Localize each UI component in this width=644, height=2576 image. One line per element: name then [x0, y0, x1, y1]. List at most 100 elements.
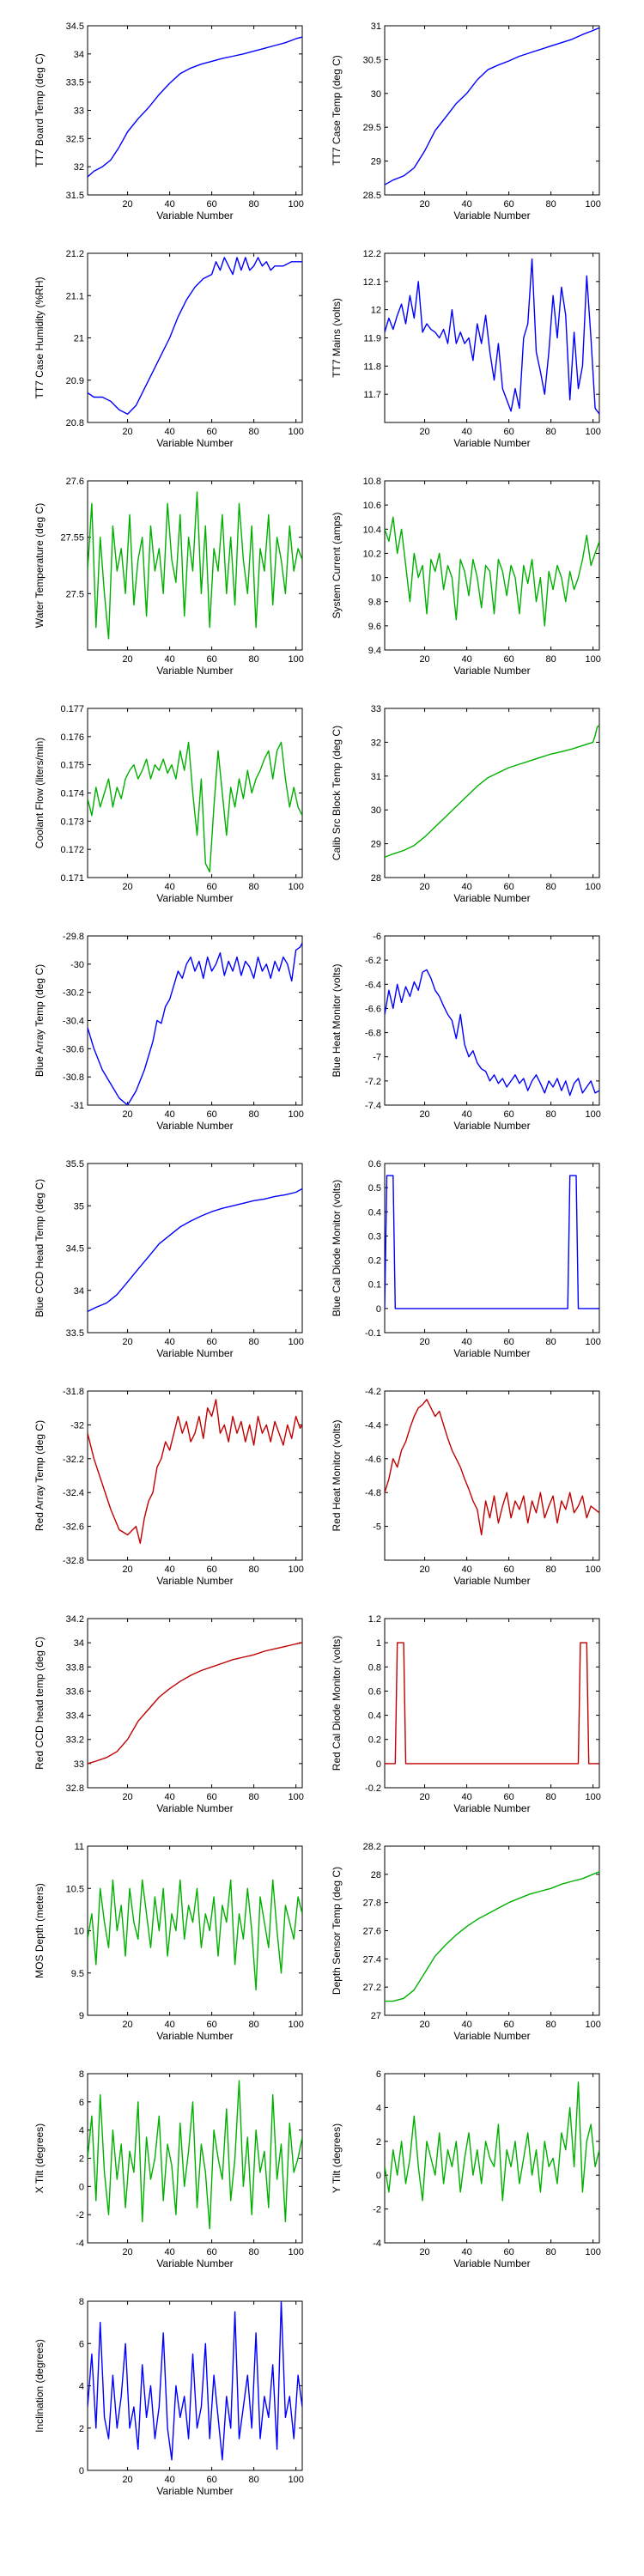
- y-tick-label: 34.2: [66, 1614, 84, 1625]
- y-tick-label: 2: [79, 2154, 84, 2165]
- y-tick-label: 11.8: [363, 361, 381, 372]
- x-tick-label: 60: [206, 882, 216, 892]
- chart-panel-3: 20 40 60 80 100 20.8 20.9 21 21.1 21.2 Variable Nu…: [33, 249, 304, 449]
- chart-panel-12: 20 40 60 80 100 -0.1 0 0.1 0.2 0.3 0.4 0.5 0.6 Variab…: [331, 1159, 601, 1359]
- x-tick-label: 20: [122, 199, 132, 210]
- x-tick-label: 40: [461, 2247, 471, 2257]
- y-axis-label: Inclination (degrees): [33, 2339, 46, 2433]
- x-tick-label: 100: [288, 1564, 303, 1575]
- y-tick-label: 34: [74, 1638, 84, 1649]
- x-tick-label: 100: [585, 1337, 600, 1347]
- plot-frame: [87, 935, 303, 1106]
- x-axis-label: Variable Number: [156, 665, 233, 677]
- y-tick-label: -31: [70, 1101, 84, 1111]
- x-tick-label: 100: [585, 2247, 600, 2257]
- x-tick-label: 80: [249, 1109, 259, 1120]
- y-tick-label: 8: [79, 2069, 84, 2080]
- y-tick-label: 1.2: [368, 1614, 381, 1625]
- x-tick-label: 40: [164, 1564, 174, 1575]
- series-line: [385, 725, 599, 859]
- x-tick-label: 20: [122, 1792, 132, 1802]
- y-tick-label: -32: [70, 1420, 84, 1431]
- y-tick-label: 8: [79, 2297, 84, 2307]
- y-tick-label: 33.8: [66, 1662, 84, 1673]
- x-tick-label: 60: [503, 1564, 513, 1575]
- y-tick-label: 9.8: [368, 598, 381, 608]
- x-axis-label: Variable Number: [156, 892, 233, 904]
- x-axis-label: Variable Number: [156, 437, 233, 449]
- x-tick-label: 80: [546, 1337, 556, 1347]
- y-tick-label: -7: [373, 1053, 381, 1063]
- x-tick-label: 40: [164, 2475, 174, 2485]
- y-tick-label: 0: [376, 1759, 381, 1770]
- x-tick-label: 100: [585, 1564, 600, 1575]
- chart-panel-20: 20 40 60 80 100 -4 -2 0 2 4 6 Variable Number Y Tilt…: [331, 2069, 601, 2269]
- x-tick-label: 80: [546, 1109, 556, 1120]
- y-tick-label: 27.6: [363, 1927, 381, 1937]
- y-tick-label: 32.8: [66, 1783, 84, 1794]
- y-tick-label: 30.5: [363, 55, 381, 65]
- chart-panel-8: 20 40 60 80 100 28 29 30 31 32 33 Variable Number Ca…: [331, 704, 601, 904]
- y-tick-label: -30.8: [63, 1072, 84, 1083]
- x-axis-label: Variable Number: [453, 665, 530, 677]
- series-line: [385, 27, 599, 185]
- y-tick-label: -4.8: [365, 1488, 381, 1498]
- x-tick-label: 20: [419, 654, 429, 665]
- y-tick-label: -7.4: [365, 1101, 381, 1111]
- x-tick-label: 100: [585, 654, 600, 665]
- x-tick-label: 100: [288, 2475, 303, 2485]
- y-tick-label: 10.8: [363, 477, 381, 487]
- x-tick-label: 40: [164, 1792, 174, 1802]
- y-tick-label: 0.8: [368, 1662, 381, 1673]
- y-tick-label: 0.6: [368, 1686, 381, 1697]
- y-tick-label: 10: [371, 574, 381, 584]
- y-tick-label: 12: [371, 306, 381, 316]
- y-tick-label: 12.2: [363, 249, 381, 259]
- y-tick-label: 28: [371, 1870, 381, 1880]
- y-axis-label: Red Array Temp (deg C): [33, 1420, 46, 1531]
- series-line: [88, 741, 302, 873]
- y-tick-label: 0: [79, 2466, 84, 2476]
- y-tick-label: 2: [376, 2137, 381, 2148]
- series-line: [385, 2081, 599, 2202]
- x-tick-label: 80: [249, 2475, 259, 2485]
- x-tick-label: 100: [585, 1109, 600, 1120]
- y-tick-label: 31: [371, 772, 381, 782]
- x-tick-label: 60: [206, 1109, 216, 1120]
- y-tick-label: 33.6: [66, 1686, 84, 1697]
- y-tick-label: 0.4: [368, 1711, 381, 1722]
- y-tick-label: 0.173: [60, 817, 84, 827]
- y-tick-label: 4: [79, 2382, 84, 2392]
- y-tick-label: 27.6: [66, 477, 84, 487]
- x-tick-label: 40: [164, 654, 174, 665]
- y-tick-label: 4: [376, 2103, 381, 2113]
- y-tick-label: -30.6: [63, 1044, 84, 1054]
- y-tick-label: 29: [371, 840, 381, 850]
- y-tick-label: 0.172: [60, 845, 84, 855]
- y-tick-label: 27.2: [363, 1983, 381, 1993]
- x-tick-label: 40: [461, 1564, 471, 1575]
- x-tick-label: 20: [122, 427, 132, 437]
- chart-panel-11: 20 40 60 80 100 33.5 34 34.5 35 35.5 Variable Numb…: [33, 1159, 304, 1359]
- x-tick-label: 100: [585, 199, 600, 210]
- y-tick-label: -0.2: [365, 1783, 381, 1794]
- x-tick-label: 80: [249, 1564, 259, 1575]
- plot-frame: [87, 708, 303, 878]
- x-tick-label: 60: [503, 2020, 513, 2030]
- x-tick-label: 20: [419, 882, 429, 892]
- x-tick-label: 60: [503, 1109, 513, 1120]
- y-tick-label: -29.8: [63, 932, 84, 942]
- chart-panel-7: 20 40 60 80 100 0.171 0.172 0.173 0.174 0.175 0.17…: [33, 704, 304, 904]
- x-tick-label: 100: [288, 199, 303, 210]
- plot-frame: [87, 1163, 303, 1334]
- y-tick-label: 10.5: [66, 1884, 84, 1894]
- series-line: [88, 491, 302, 640]
- y-tick-label: 35: [74, 1201, 84, 1212]
- y-tick-label: -6: [373, 932, 381, 942]
- x-tick-label: 60: [206, 2475, 216, 2485]
- x-tick-label: 60: [503, 427, 513, 437]
- x-tick-label: 40: [164, 199, 174, 210]
- y-axis-label: System Current (amps): [331, 512, 343, 618]
- x-axis-label: Variable Number: [156, 210, 233, 222]
- x-tick-label: 80: [546, 654, 556, 665]
